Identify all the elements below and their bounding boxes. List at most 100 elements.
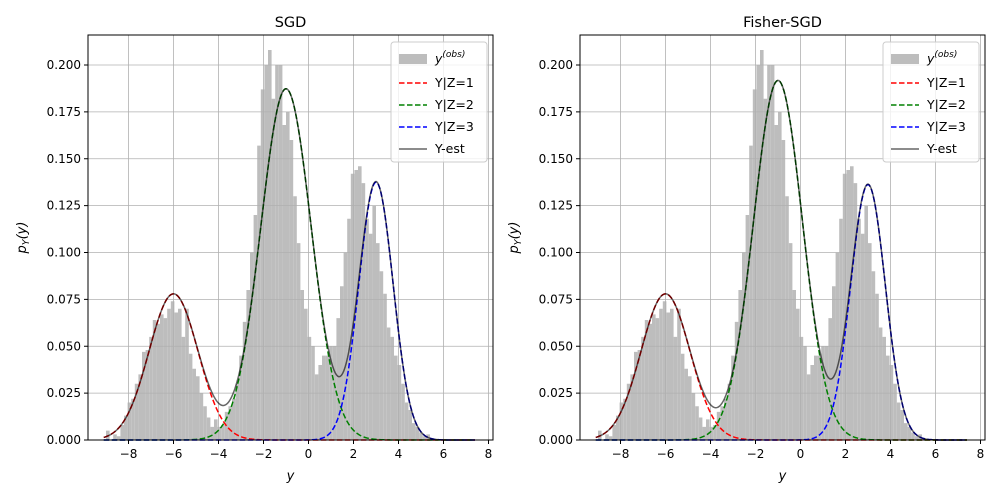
histogram-bar [760,50,764,440]
histogram-bar [864,205,868,440]
histogram-bar [860,233,865,440]
histogram-bar [648,323,652,440]
histogram-bar [404,402,409,440]
histogram-bar [242,321,247,440]
y-tick-label: 0.000 [539,433,573,447]
histogram-bar [842,173,847,440]
histogram-bar [832,286,836,440]
histogram-bar [192,368,196,440]
histogram-bar [796,308,800,440]
histogram-bar [401,383,405,440]
histogram-bar [314,374,319,440]
grid-lines [88,35,493,441]
histogram-bar [774,125,778,440]
chart-panel-1: −8 −6 −4 −2 0 2 4 6 8 0.000 0.025 0.050 0.075 0.100 0.… [15,15,494,484]
y-tick-label: 0.175 [47,105,81,119]
histogram-bar [174,312,178,440]
histogram-bar [659,308,663,440]
histogram-bar [684,368,688,440]
x-tick-label: −8 [120,447,138,461]
histogram-bar [188,353,193,440]
histogram-bar [376,243,380,440]
histogram-bar [911,432,915,440]
histogram-bar [142,351,146,440]
histogram-bar [289,140,294,440]
histogram-bar [365,218,369,440]
histogram-bar [810,365,814,440]
histogram-bar [372,205,376,440]
histogram-bar [239,355,243,440]
legend-label-y-est: Y-est [926,141,957,156]
histogram-bar [893,383,897,440]
chart-title: Fisher-SGD [743,15,822,31]
histogram-bar [655,318,660,440]
histogram-bar [695,406,699,440]
histogram-bar [232,398,236,440]
y-tick-label: 0.200 [539,58,573,72]
histogram-bar [271,98,276,440]
histogram-bar [293,196,297,440]
chart-title: SGD [275,15,307,31]
histogram-bar [152,320,157,440]
histogram-bar [203,406,207,440]
x-tick-label: −2 [747,447,765,461]
histogram-bar [738,290,742,440]
x-tick-label: 8 [977,447,985,461]
x-tick-label: 6 [440,447,448,461]
histogram-bar [196,376,200,440]
histogram-bar [763,98,768,440]
legend-label-z3: Y|Z=3 [926,119,966,134]
histogram-bar [608,436,613,440]
histogram-bar [350,173,355,440]
histogram-bar [727,383,732,440]
histogram-bar [368,233,373,440]
histogram-bar [630,374,634,440]
histogram-bar [914,436,919,440]
x-tick-label: −4 [210,447,228,461]
histogram-bar [907,426,912,440]
histogram-bar [713,425,717,440]
histogram-bar [853,183,858,440]
histogram-bar [702,426,706,440]
histogram-bar [408,410,412,440]
ticks: −8 −6 −4 −2 0 2 4 6 8 0.000 0.025 0.050 0.075 0.100 0.… [539,58,985,461]
histogram-bar [390,336,394,440]
axes-frame [87,34,494,441]
x-tick-label: 0 [797,447,805,461]
y-tick-label: 0.075 [539,292,573,306]
histogram-bar [612,425,616,440]
histogram-bar [415,426,420,440]
histogram-bar [217,426,222,440]
histogram-bar [160,314,164,440]
x-tick-label: −4 [702,447,720,461]
histogram-bar [799,336,804,440]
y-tick-label: 0.025 [539,386,573,400]
histogram-bar [282,125,286,440]
histogram-bar [814,355,818,440]
x-tick-label: 2 [350,447,358,461]
legend-box [390,41,488,163]
histogram-bar [257,145,261,440]
histogram-bar [889,365,894,440]
histogram-bar [358,166,362,440]
y-tick-label: 0.125 [47,199,81,213]
histogram-bar [178,308,182,440]
histogram-bar [422,436,427,440]
histogram-bar [882,336,886,440]
y-tick-label: 0.150 [539,152,573,166]
histogram-bar [871,271,876,440]
histogram-bar [412,423,416,440]
histogram-bar [228,406,232,440]
histogram-bar [224,411,229,440]
histogram-bar [347,218,351,440]
histogram-bar [666,312,670,440]
x-tick-label: −6 [657,447,675,461]
histogram-bar [677,308,681,440]
histogram-bar [878,327,883,440]
series-line-y-est [103,87,475,441]
legend-swatch-histogram [399,54,427,64]
x-tick-label: 4 [395,447,403,461]
histogram-bar [626,383,631,440]
y-tick-label: 0.175 [539,105,573,119]
histogram-bar [199,393,204,440]
